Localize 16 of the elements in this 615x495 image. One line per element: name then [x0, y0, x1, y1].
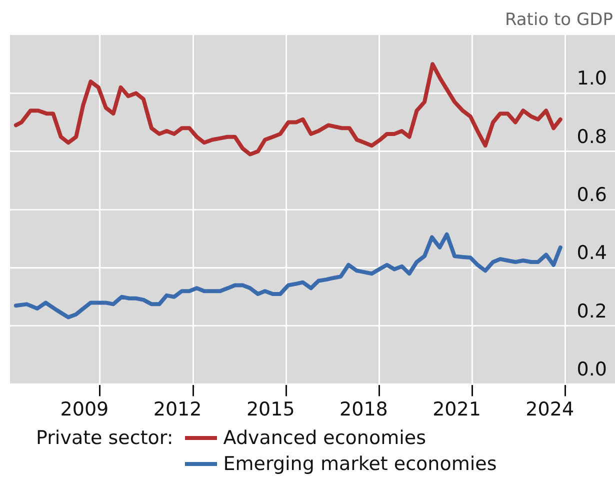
x-tick-label: 2024 [526, 398, 574, 421]
y-tick-label: 1.0 [576, 68, 607, 90]
legend-title: Private sector: [36, 426, 174, 451]
y-axis-title: Ratio to GDP [504, 10, 613, 30]
legend-label: Emerging market economies [223, 452, 497, 477]
x-tick-label: 2021 [432, 398, 481, 421]
y-tick-label: 0.8 [576, 126, 607, 148]
y-tick-label: 0.2 [576, 300, 607, 322]
x-tick-label: 2015 [246, 398, 295, 421]
y-tick-label: 0.0 [576, 358, 607, 381]
x-tick-label: 2018 [340, 398, 388, 421]
y-tick-label: 0.6 [576, 184, 607, 206]
x-tick-label: 2009 [60, 398, 109, 421]
x-tick-label: 2012 [153, 398, 202, 421]
y-tick-label: 0.4 [576, 242, 607, 264]
legend-label: Advanced economies [223, 426, 426, 451]
